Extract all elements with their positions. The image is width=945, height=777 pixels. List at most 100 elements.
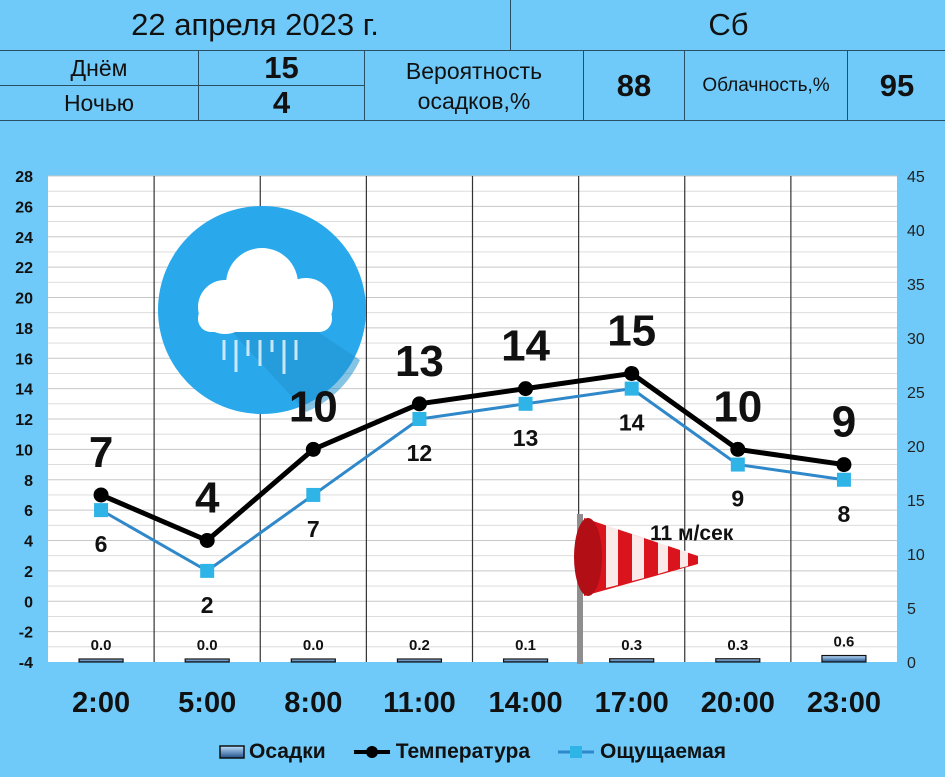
x-axis-labels: 2:00 5:00 8:00 11:00 14:00 17:00 20:00 23:00: [72, 687, 881, 719]
precip-bars: [78, 654, 867, 663]
feels-like-point: [518, 396, 533, 411]
left-tick-label: -4: [19, 655, 33, 672]
precip-label-cell: Вероятность осадков,%: [364, 50, 584, 121]
left-tick-label: 28: [15, 169, 33, 186]
right-tick-label: 5: [907, 601, 916, 618]
left-tick-label: 10: [15, 442, 33, 459]
temperature-line: [100, 370, 845, 544]
night-label-cell: Ночью: [0, 85, 199, 121]
left-tick-label: 18: [15, 321, 33, 338]
left-tick-label: 2: [24, 564, 33, 581]
cloud-value: 95: [879, 67, 915, 103]
legend: Осадки Температура Ощущаемая: [0, 737, 945, 767]
precip-bar-label: 0.3: [727, 637, 748, 654]
feels-like-point: [730, 457, 745, 472]
left-tick-label: 14: [15, 382, 33, 399]
temperature-point: [305, 441, 321, 457]
precip-bar-label: 0.0: [197, 637, 218, 654]
precip-bar-labels: 0.0 0.0 0.0 0.2 0.1 0.3 0.3 0.6: [91, 634, 855, 654]
legend-feels-swatch: [558, 746, 595, 758]
precip-bar: [821, 654, 867, 663]
series-point-labels: 6 2 7 12 13 14 9 8 7 4 10 13 14 15 10 9: [89, 306, 856, 617]
day-temp: 15: [264, 50, 299, 85]
cloud-label: Облачность,%: [702, 74, 830, 96]
feels-like-label: 9: [731, 486, 744, 512]
temperature-point: [730, 441, 746, 457]
precip-bar-label: 0.0: [303, 637, 324, 654]
right-tick-label: 20: [907, 439, 925, 456]
right-axis-ticks: 0 5 10 15 20 25 30 35 40 45: [907, 169, 925, 672]
grid: [48, 175, 897, 662]
x-tick-label: 23:00: [807, 687, 881, 719]
precip-bar: [609, 658, 655, 663]
night-temp: 4: [272, 85, 291, 120]
legend-feels-label: Ощущаемая: [600, 740, 726, 763]
precip-value: 88: [616, 67, 652, 103]
feels-like-point: [200, 563, 215, 578]
left-tick-label: 26: [15, 199, 33, 216]
temperature-point: [518, 381, 534, 397]
legend-item-feels: Ощущаемая: [556, 740, 726, 764]
left-tick-label: 8: [24, 473, 33, 490]
precip-label-line1: Вероятность: [405, 57, 543, 84]
temperature-point: [624, 365, 640, 381]
precip-label-line2: осадков,%: [417, 87, 531, 114]
right-tick-label: 0: [907, 655, 916, 672]
left-tick-label: -2: [19, 625, 33, 642]
temperature-label: 10: [289, 382, 338, 431]
left-tick-label: 24: [15, 230, 33, 247]
x-tick-label: 5:00: [178, 687, 236, 719]
feels-like-point: [94, 503, 109, 518]
left-tick-label: 0: [24, 594, 33, 611]
left-tick-label: 4: [24, 534, 33, 551]
precip-bar-label: 0.6: [834, 634, 855, 651]
windsock-icon: [574, 514, 698, 664]
precip-bar: [396, 658, 443, 663]
right-tick-label: 25: [907, 385, 925, 402]
rain-cloud-icon: [158, 206, 366, 414]
series-points: [93, 365, 852, 578]
precip-bar: [715, 658, 761, 663]
right-tick-label: 15: [907, 493, 925, 510]
x-tick-label: 2:00: [72, 687, 130, 719]
precip-bar-label: 0.2: [409, 637, 430, 654]
left-tick-label: 16: [15, 351, 33, 368]
legend-precip-label: Осадки: [249, 740, 326, 763]
left-tick-label: 22: [15, 260, 33, 277]
x-tick-label: 20:00: [701, 687, 775, 719]
temperature-point: [93, 487, 109, 503]
left-tick-label: 6: [24, 503, 33, 520]
left-tick-label: 12: [15, 412, 33, 429]
feels-like-label: 2: [201, 592, 214, 618]
legend-precip-swatch: [219, 745, 245, 759]
feels-like-point: [412, 412, 427, 426]
x-tick-label: 8:00: [284, 687, 342, 719]
temperature-label: 4: [195, 474, 220, 523]
precip-bar: [502, 658, 549, 663]
precip-bar-label: 0.1: [515, 637, 536, 654]
cloud-value-cell: 95: [847, 50, 945, 121]
day-label: Днём: [70, 55, 128, 81]
feels-like-label: 7: [307, 516, 320, 542]
temperature-point: [836, 457, 852, 473]
feels-like-label: 14: [619, 410, 645, 436]
x-tick-label: 14:00: [488, 687, 562, 719]
temperature-label: 13: [395, 337, 444, 386]
x-tick-label: 17:00: [595, 687, 669, 719]
precip-bar-label: 0.0: [91, 637, 112, 654]
x-tick-label: 11:00: [383, 687, 456, 719]
right-tick-label: 40: [907, 223, 925, 240]
temperature-label: 9: [832, 398, 856, 447]
precip-bar-label: 0.3: [621, 637, 642, 654]
right-tick-label: 45: [907, 169, 925, 186]
right-tick-label: 35: [907, 277, 925, 294]
legend-temp-swatch: [353, 746, 390, 758]
feels-like-point: [624, 381, 639, 396]
right-tick-label: 10: [907, 547, 925, 564]
night-label: Ночью: [63, 90, 135, 116]
feels-like-point: [836, 472, 851, 487]
feels-like-label: 8: [838, 501, 851, 527]
series-lines: [100, 370, 845, 573]
